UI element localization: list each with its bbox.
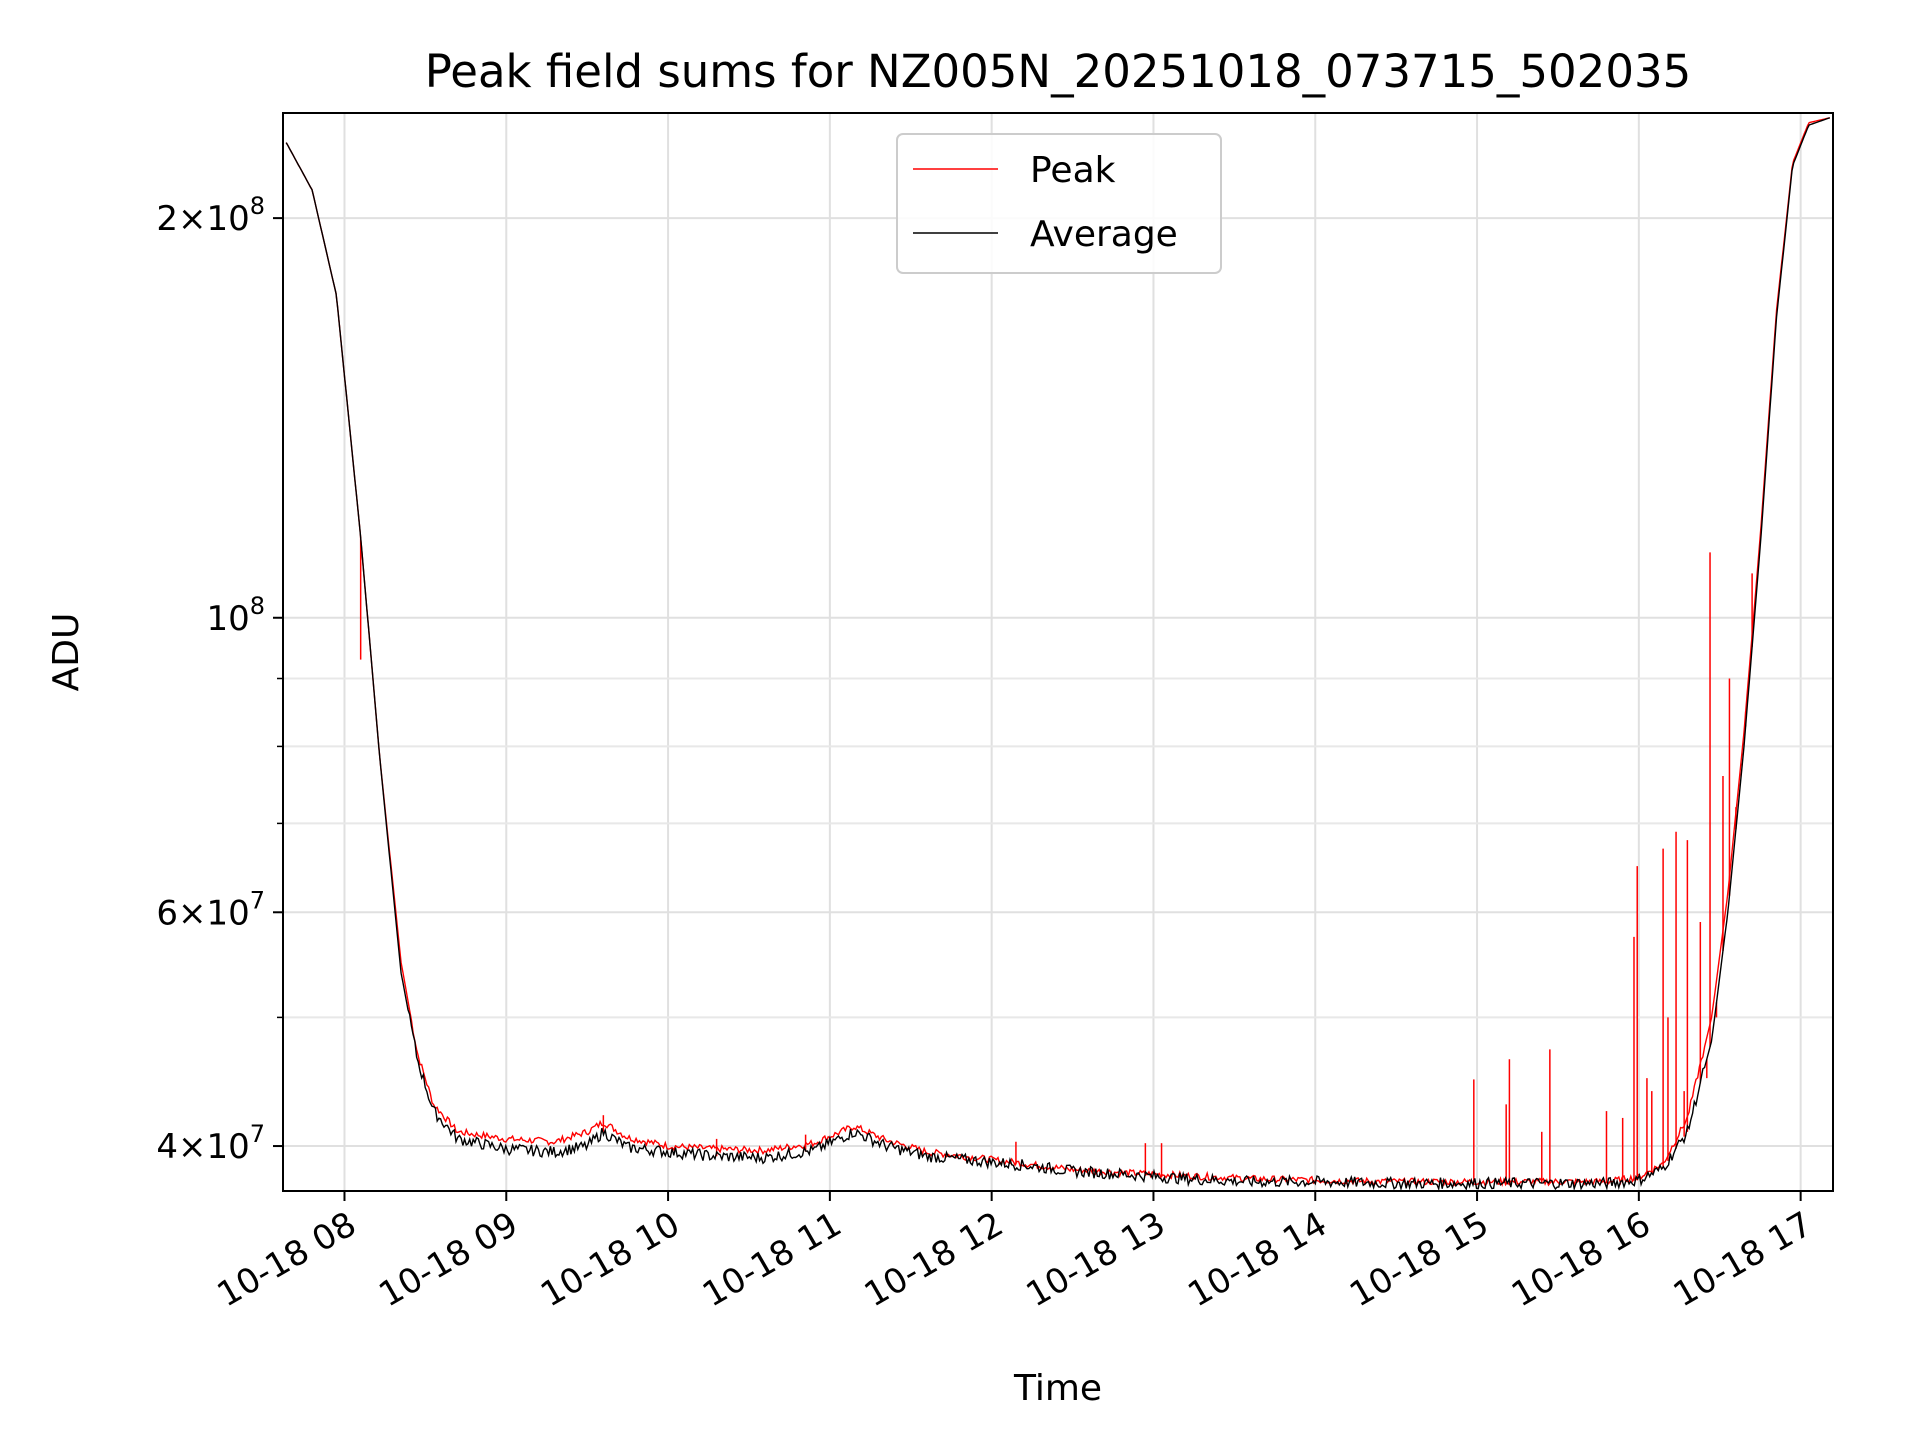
- y-tick-label: 108: [206, 592, 265, 639]
- plot-series: [285, 117, 1831, 1191]
- y-tick-label: 4×107: [156, 1120, 265, 1167]
- chart-title: Peak field sums for NZ005N_20251018_0737…: [425, 45, 1691, 98]
- y-tick-label: 6×107: [156, 886, 265, 933]
- legend-average-label: Average: [1030, 214, 1178, 255]
- plot-frame: [282, 112, 1834, 1192]
- legend-peak-label: Peak: [1030, 150, 1116, 191]
- y-axis-label: ADU: [46, 613, 87, 692]
- y-tick-label: 2×108: [156, 192, 265, 239]
- series-line-average: [285, 117, 1831, 1191]
- legend: Peak Average: [896, 133, 1222, 274]
- x-axis-label: Time: [1013, 1368, 1102, 1409]
